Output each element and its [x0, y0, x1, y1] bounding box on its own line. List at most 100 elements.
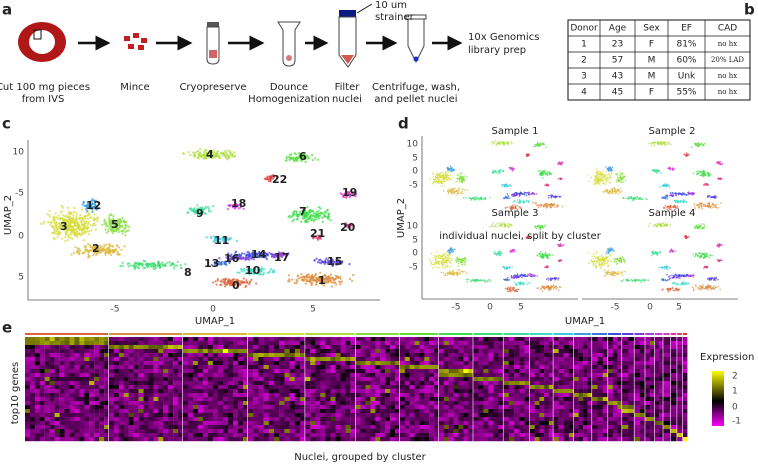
- cell-dot: [445, 260, 447, 262]
- cluster-label: 13: [204, 257, 219, 270]
- cell-dot: [650, 142, 652, 145]
- cell-dot: [614, 272, 617, 275]
- cell-dot: [703, 144, 705, 147]
- cell-dot: [707, 172, 709, 174]
- cell-dot: [298, 210, 301, 213]
- cell-dot: [675, 194, 677, 197]
- cell-dot: [313, 216, 316, 219]
- cell-dot: [224, 150, 227, 153]
- cell-dot: [685, 283, 687, 285]
- cell-dot: [608, 265, 610, 267]
- cell-dot: [226, 154, 229, 157]
- cell-dot: [539, 255, 541, 258]
- cell-dot: [544, 173, 547, 176]
- cell-dot: [105, 243, 108, 246]
- cell-dot: [525, 200, 528, 202]
- cell-dot: [636, 196, 638, 198]
- cell-dot: [656, 225, 658, 228]
- cell-dot: [463, 180, 466, 182]
- cell-dot: [221, 238, 224, 241]
- cell-dot: [516, 201, 519, 204]
- cell-dot: [76, 247, 79, 250]
- cell-dot: [222, 236, 225, 240]
- cell-dot: [333, 278, 336, 281]
- table-header: CAD: [718, 24, 737, 34]
- cell-dot: [440, 179, 443, 182]
- cell-dot: [685, 237, 688, 240]
- cell-dot: [457, 265, 460, 267]
- cell-dot: [78, 252, 81, 255]
- cell-dot: [275, 176, 279, 179]
- cell-dot: [444, 171, 447, 173]
- cell-dot: [620, 280, 623, 282]
- cell-dot: [601, 264, 603, 266]
- cell-dot: [147, 263, 150, 266]
- cell-dot: [534, 145, 536, 148]
- cell-dot: [593, 253, 595, 255]
- cell-dot: [213, 151, 216, 154]
- cell-dot: [438, 262, 441, 264]
- cell-dot: [305, 219, 308, 222]
- table-cell: 23: [612, 40, 623, 50]
- panel-label: b: [744, 1, 755, 19]
- cell-dot: [489, 225, 491, 228]
- cell-dot: [108, 250, 111, 253]
- cell-dot: [706, 204, 708, 207]
- cell-dot: [62, 228, 65, 231]
- cell-dot: [436, 174, 439, 176]
- cell-dot: [493, 142, 495, 145]
- cell-dot: [698, 225, 701, 227]
- cell-dot: [104, 228, 107, 231]
- cell-dot: [444, 267, 446, 269]
- cell-dot: [469, 280, 472, 283]
- cell-dot: [209, 153, 212, 156]
- cell-dot: [652, 142, 654, 144]
- cell-dot: [227, 278, 230, 281]
- cell-dot: [623, 175, 625, 177]
- cell-dot: [352, 273, 355, 277]
- cell-dot: [221, 278, 224, 281]
- cell-dot: [507, 290, 509, 293]
- cell-dot: [497, 170, 500, 172]
- cell-dot: [447, 189, 449, 191]
- cell-dot: [260, 273, 263, 276]
- cell-dot: [503, 197, 506, 200]
- cell-dot: [547, 205, 549, 207]
- cell-dot: [329, 219, 332, 222]
- cell-dot: [591, 255, 593, 258]
- cell-dot: [349, 226, 352, 229]
- cluster-label: 19: [342, 186, 357, 199]
- cell-dot: [665, 184, 668, 186]
- cell-dot: [49, 223, 52, 226]
- cell-dot: [547, 288, 550, 291]
- cell-dot: [97, 247, 100, 250]
- cell-dot: [717, 259, 720, 262]
- cell-dot: [67, 212, 70, 216]
- cell-dot: [87, 253, 90, 256]
- cell-dot: [302, 155, 306, 158]
- cell-dot: [543, 285, 546, 288]
- table-cell: 1: [581, 40, 587, 50]
- cell-dot: [442, 272, 445, 274]
- cell-dot: [543, 205, 545, 208]
- cell-dot: [137, 267, 140, 270]
- cell-dot: [628, 197, 631, 200]
- cell-dot: [486, 280, 489, 283]
- cell-dot: [704, 142, 706, 145]
- cell-dot: [500, 224, 502, 226]
- cell-dot: [444, 181, 446, 183]
- cell-dot: [53, 231, 56, 234]
- cell-dot: [606, 265, 609, 268]
- cell-dot: [669, 275, 671, 277]
- cell-dot: [508, 266, 511, 269]
- cell-dot: [458, 179, 461, 181]
- cell-dot: [308, 211, 312, 214]
- cell-dot: [614, 192, 616, 195]
- cell-dot: [304, 209, 307, 212]
- cell-dot: [107, 216, 110, 219]
- cell-dot: [706, 255, 709, 257]
- cell-dot: [291, 278, 294, 281]
- cell-dot: [456, 257, 458, 259]
- cell-dot: [544, 266, 546, 269]
- cell-dot: [219, 157, 222, 160]
